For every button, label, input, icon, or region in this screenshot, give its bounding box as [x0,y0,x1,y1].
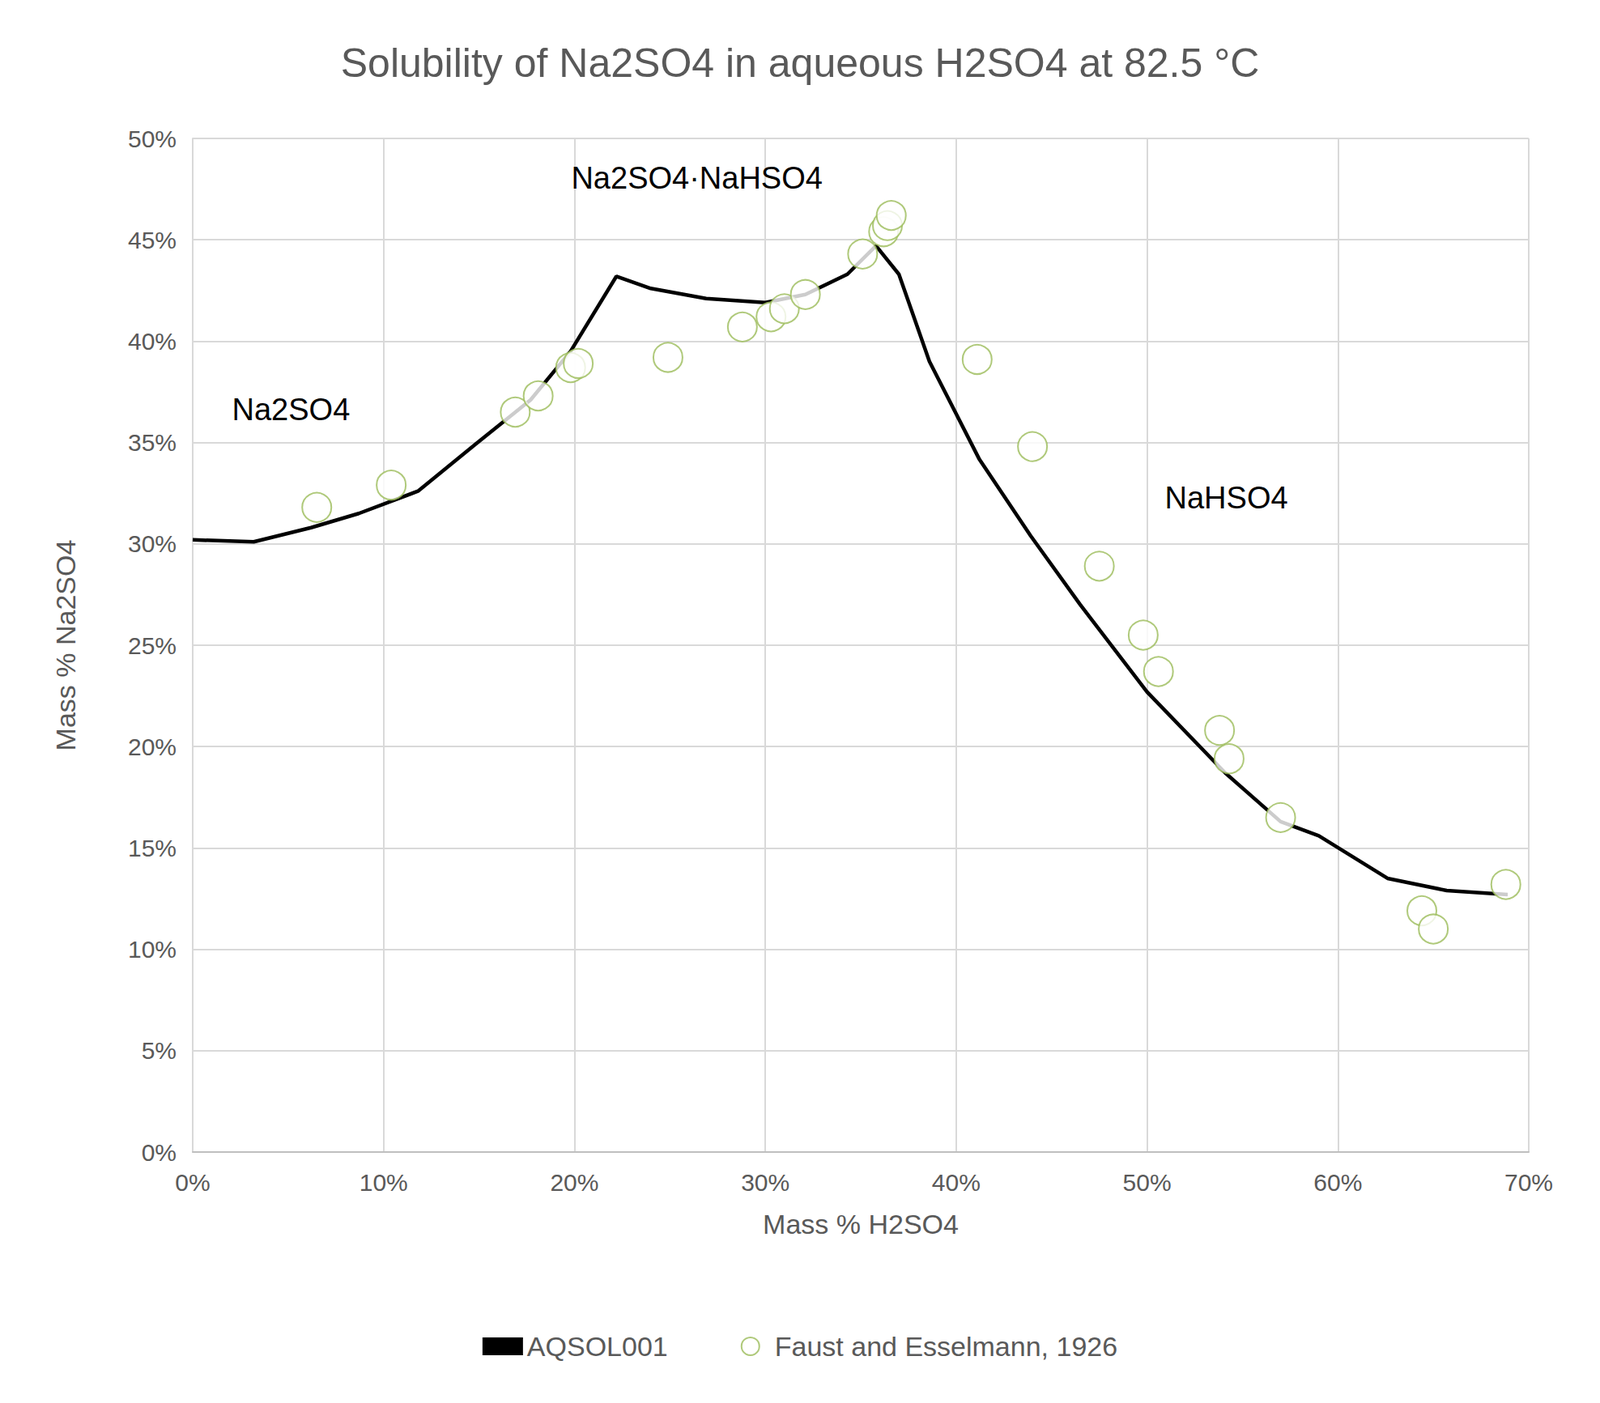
svg-text:25%: 25% [127,632,177,660]
svg-text:10%: 10% [359,1169,409,1196]
svg-text:40%: 40% [127,327,177,355]
svg-text:45%: 45% [127,226,177,254]
svg-text:Faust and Esselmann, 1926: Faust and Esselmann, 1926 [774,1331,1118,1362]
svg-text:Mass % Na2SO4: Mass % Na2SO4 [50,540,81,752]
svg-text:Na2SO4·NaHSO4: Na2SO4·NaHSO4 [570,161,822,196]
svg-text:50%: 50% [127,125,177,153]
svg-text:40%: 40% [931,1169,981,1196]
svg-text:Na2SO4: Na2SO4 [232,392,351,427]
svg-text:70%: 70% [1504,1169,1554,1196]
svg-text:35%: 35% [127,429,177,456]
svg-text:20%: 20% [549,1169,599,1196]
svg-text:50%: 50% [1123,1169,1172,1196]
svg-text:0%: 0% [141,1139,177,1166]
svg-text:10%: 10% [127,936,177,963]
svg-text:0%: 0% [174,1169,210,1196]
svg-text:Mass % H2SO4: Mass % H2SO4 [762,1208,959,1240]
svg-text:Solubility of Na2SO4 in aqueou: Solubility of Na2SO4 in aqueous H2SO4 at… [340,40,1260,86]
svg-text:30%: 30% [740,1169,790,1196]
svg-text:30%: 30% [127,530,177,558]
svg-text:60%: 60% [1313,1169,1362,1196]
svg-text:NaHSO4: NaHSO4 [1165,480,1289,515]
svg-text:15%: 15% [127,834,177,862]
svg-text:20%: 20% [127,733,177,761]
svg-text:AQSOL001: AQSOL001 [527,1331,669,1362]
svg-text:5%: 5% [141,1037,177,1064]
